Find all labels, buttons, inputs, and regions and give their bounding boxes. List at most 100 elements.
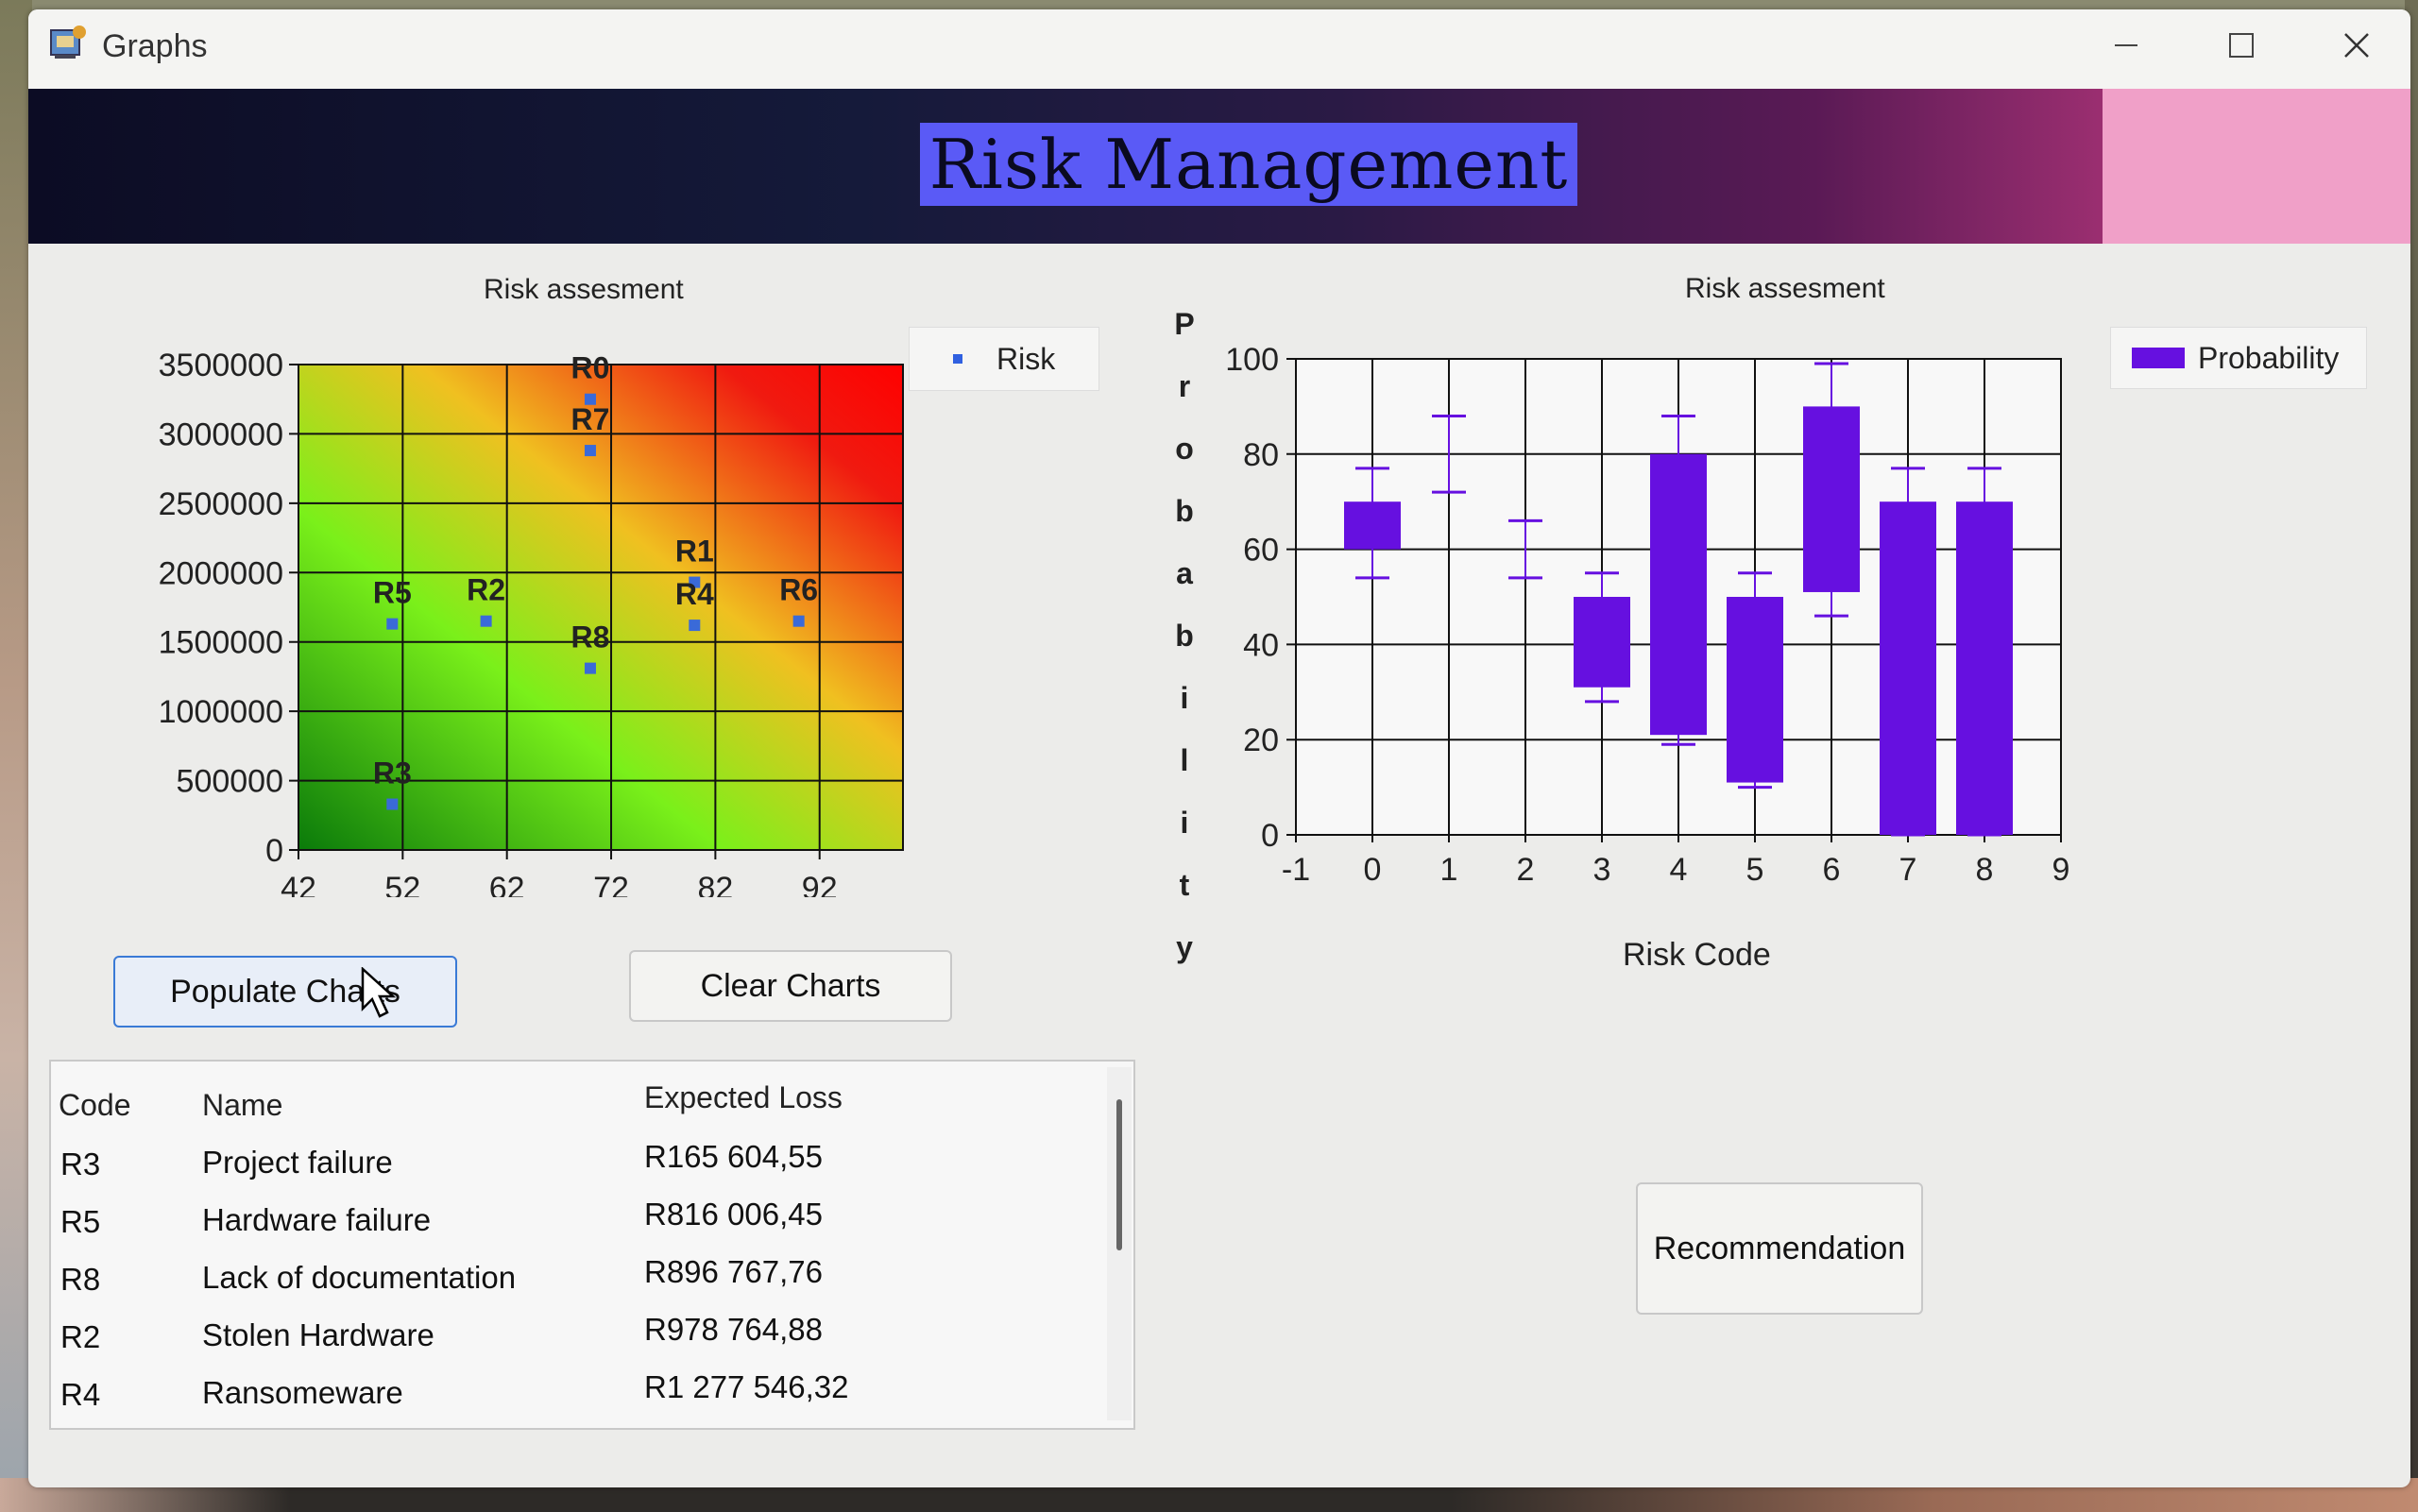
close-icon [2344,33,2369,58]
data-point [480,615,492,627]
x-tick-label: 52 [384,871,420,897]
x-tick-label: -1 [1282,852,1310,888]
table-row[interactable]: R4 Ransomeware R1 277 546,32 [51,1369,1090,1428]
maximize-icon [2229,33,2254,58]
minimize-button[interactable] [2074,17,2178,74]
background-photo-left [0,0,32,1512]
range-bar [1344,501,1401,550]
point-label: R2 [467,573,505,607]
cell-name: Ransomeware [202,1375,403,1410]
data-point [386,798,399,810]
cell-code: R4 [60,1377,101,1412]
maximize-button[interactable] [2189,17,2293,74]
point-label: R4 [675,577,714,611]
y-tick-label: 80 [1243,437,1279,473]
cell-code: R3 [60,1147,101,1181]
app-icon [50,25,86,59]
point-label: R1 [675,535,714,569]
legend-marker-icon [953,354,962,364]
minimize-icon [2115,44,2137,46]
range-bar [1650,453,1707,736]
data-point [584,662,596,674]
column-header-expected-loss: Expected Loss [644,1080,843,1114]
x-tick-label: 1 [1440,852,1458,888]
y-tick-label: 2500000 [159,486,283,522]
range-bar [1803,406,1860,592]
data-point [792,615,805,627]
ylabel-letter: l [1180,743,1189,777]
scatter-chart: 42 52 62 72 82 92 0 500000 1000000 1500000 2000000… [159,348,904,897]
cell-loss: R978 764,88 [644,1312,823,1347]
y-tick-label: 3500000 [159,348,283,383]
range-bar [1574,597,1630,688]
y-tick-label: 20 [1243,722,1279,758]
table-row[interactable]: R8 Lack of documentation R896 767,76 [51,1254,1090,1313]
data-point [584,445,596,457]
plot-border [298,364,904,851]
x-tick-label: 4 [1670,852,1688,888]
legend-swatch-icon [2132,348,2185,368]
y-tick-label: 100 [1225,342,1279,378]
x-tick-label: 6 [1823,852,1841,888]
cell-name: Hardware failure [202,1202,432,1237]
bar-legend: Probability [2110,327,2367,389]
window-title: Graphs [102,28,208,64]
column-header-name: Name [202,1088,283,1122]
close-button[interactable] [2305,17,2409,74]
scatter-legend: Risk [909,327,1099,391]
scatter-chart-title: Risk assesment [484,274,684,305]
range-bar [1727,597,1783,783]
ylabel-letter: y [1176,930,1193,964]
y-tick-label: 60 [1243,533,1279,569]
range-bar [1956,501,2013,835]
y-tick-label: 500000 [177,764,283,800]
y-tick-label: 40 [1243,627,1279,663]
ylabel-letter: t [1179,868,1190,902]
x-tick-label: 72 [593,871,629,897]
legend-label: Probability [2198,340,2340,375]
point-label: R6 [779,573,818,607]
table-scrollbar-thumb[interactable] [1116,1099,1122,1250]
clear-charts-button[interactable]: Clear Charts [629,950,952,1022]
point-label: R5 [373,576,412,610]
table-row[interactable]: R5 Hardware failure R816 006,45 [51,1197,1090,1255]
ylabel-letter: P [1174,307,1195,341]
x-tick-label: 42 [281,871,316,897]
legend-label: Risk [996,341,1056,376]
cell-loss: R816 006,45 [644,1197,823,1232]
header-banner-accent [2103,89,2410,244]
x-tick-label: 8 [1976,852,1994,888]
table-row[interactable]: R2 Stolen Hardware R978 764,88 [51,1312,1090,1370]
graphs-window: Graphs Risk Management Risk assesment 42… [28,9,2410,1487]
data-point [584,393,596,405]
cell-name: Lack of documentation [202,1260,517,1295]
cell-code: R5 [60,1204,101,1239]
column-header-code: Code [59,1088,131,1122]
data-point [386,618,399,630]
recommendation-button[interactable]: Recommendation [1636,1182,1923,1315]
point-label: R8 [571,620,610,654]
data-point [689,620,701,632]
cell-name: Project failure [202,1145,393,1180]
x-tick-label: 92 [802,871,838,897]
y-tick-label: 0 [265,833,283,869]
y-tick-label: 1500000 [159,625,283,661]
table-row[interactable]: R3 Project failure R165 604,55 [51,1139,1090,1198]
x-tick-label: 0 [1364,852,1382,888]
x-tick-label: 2 [1517,852,1535,888]
cell-loss: R1 277 546,32 [644,1369,849,1404]
ylabel-letter: o [1175,432,1194,466]
cell-code: R8 [60,1262,101,1297]
title-bar: Graphs [28,9,2410,89]
bar-chart-xlabel: Risk Code [1623,937,1771,973]
risk-table: Code Name Expected Loss R3 Project failu… [49,1060,1135,1430]
bar-chart-title: Risk assesment [1685,273,1885,304]
x-tick-label: 9 [2052,852,2070,888]
populate-charts-button[interactable]: Populate Charts [113,956,457,1028]
y-tick-label: 2000000 [159,555,283,591]
point-label: R0 [571,351,610,385]
x-tick-label: 62 [489,871,525,897]
ylabel-letter: i [1180,681,1189,715]
